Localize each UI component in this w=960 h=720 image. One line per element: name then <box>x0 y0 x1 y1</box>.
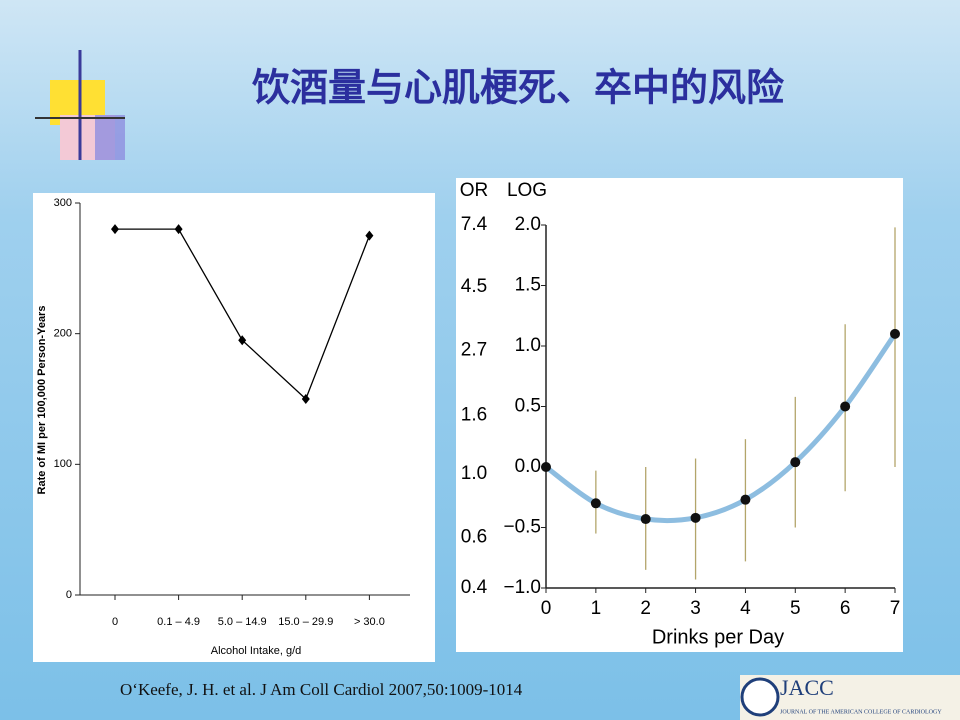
logo-text: JACC <box>780 675 834 700</box>
data-point <box>840 401 851 412</box>
x-tick-label: 0.1 – 4.9 <box>157 616 200 628</box>
y-tick-label: 1.5 <box>515 275 541 296</box>
data-point <box>238 335 247 346</box>
data-point <box>174 224 183 235</box>
data-point <box>365 230 374 241</box>
y-tick-label: 1.0 <box>515 335 541 356</box>
x-tick-label: 6 <box>840 598 851 619</box>
data-point <box>790 457 801 468</box>
x-axis-label: Drinks per Day <box>652 626 784 648</box>
data-point <box>301 394 310 404</box>
data-point <box>541 462 551 472</box>
y2-tick-label: 1.6 <box>461 405 487 426</box>
x-axis-label: Alcohol Intake, g/d <box>211 645 302 657</box>
deco-square <box>95 115 125 160</box>
x-tick-label: 5.0 – 14.9 <box>218 616 267 628</box>
x-tick-label: 4 <box>740 598 751 619</box>
y-tick-label: 100 <box>54 458 72 470</box>
data-point <box>740 494 751 505</box>
y2-tick-label: 0.6 <box>461 527 487 548</box>
y2-axis-label: OR <box>460 180 489 201</box>
x-tick-label: 3 <box>690 598 701 619</box>
x-tick-label: 2 <box>640 598 651 619</box>
y-tick-label: 300 <box>54 197 72 209</box>
logo-subtitle: JOURNAL OF THE AMERICAN COLLEGE OF CARDI… <box>780 709 942 715</box>
data-point <box>690 512 701 523</box>
citation: O‘Keefe, J. H. et al. J Am Coll Cardiol … <box>120 680 523 699</box>
y2-tick-label: 1.0 <box>461 463 487 484</box>
y-axis-label: LOG <box>507 180 547 201</box>
logo-seal <box>740 677 780 717</box>
x-tick-label: 5 <box>790 598 801 619</box>
slide-title: 饮酒量与心肌梗死、卒中的风险 <box>252 66 785 110</box>
data-point <box>890 328 900 339</box>
x-tick-label: 0 <box>112 616 118 628</box>
y-axis-label: Rate of MI per 100,000 Person-Years <box>36 306 48 495</box>
y-tick-label: 0 <box>66 589 72 601</box>
y2-tick-label: 2.7 <box>461 339 487 360</box>
y2-tick-label: 7.4 <box>461 214 488 235</box>
y-tick-label: −0.5 <box>503 517 541 538</box>
y-tick-label: 0.0 <box>515 456 541 477</box>
x-tick-label: 0 <box>541 598 552 619</box>
data-point <box>590 498 601 509</box>
y-tick-label: 200 <box>54 328 72 340</box>
y-tick-label: 0.5 <box>515 396 541 417</box>
data-point <box>111 224 119 235</box>
x-tick-label: 1 <box>591 598 602 619</box>
y2-tick-label: 4.5 <box>461 276 487 297</box>
chart-panel <box>456 178 903 652</box>
x-tick-label: 7 <box>890 598 901 619</box>
x-tick-label: > 30.0 <box>354 616 385 628</box>
data-point <box>640 514 651 525</box>
x-tick-label: 15.0 – 29.9 <box>278 616 333 628</box>
y2-tick-label: 0.4 <box>461 577 488 598</box>
y-tick-label: 2.0 <box>515 214 541 235</box>
chart-panel <box>33 193 435 662</box>
y-tick-label: −1.0 <box>503 577 541 598</box>
